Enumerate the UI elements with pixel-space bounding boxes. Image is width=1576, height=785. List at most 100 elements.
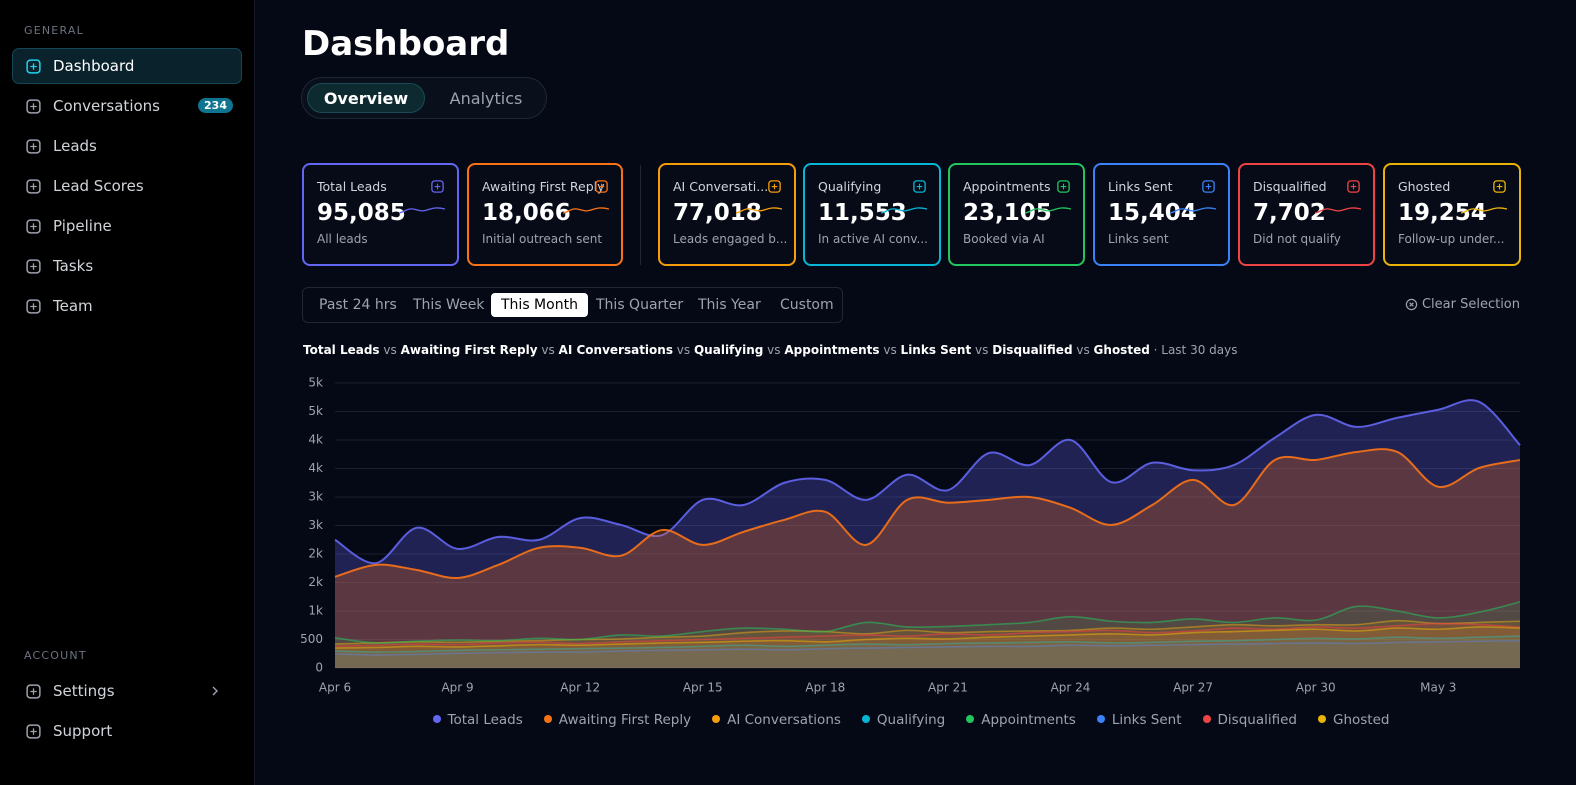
sparkline-path xyxy=(1315,207,1361,214)
nav-item[interactable]: Tasks xyxy=(12,248,242,284)
line xyxy=(334,626,1521,649)
separator: vs xyxy=(383,343,397,357)
icon-shape xyxy=(768,180,781,193)
section-title: ACCOUNT xyxy=(24,649,87,662)
legend-label: Awaiting First Reply xyxy=(558,712,692,728)
icon-shape xyxy=(26,218,41,234)
legend-item[interactable]: Qualifying xyxy=(861,712,945,728)
filter-button[interactable]: This Month xyxy=(491,293,588,317)
nav-item[interactable]: Lead Scores xyxy=(12,168,242,204)
sparkline xyxy=(1315,207,1361,214)
kpi-card[interactable]: Appointments 23,105 Booked via AI xyxy=(948,163,1085,266)
divider xyxy=(640,165,641,265)
legend-item[interactable]: Appointments xyxy=(966,712,1076,728)
icon-shape xyxy=(30,102,37,110)
legend-dot xyxy=(1318,715,1326,723)
y-tick-label: 5k xyxy=(308,376,323,390)
nav-item[interactable]: Leads xyxy=(12,128,242,164)
chevron xyxy=(212,686,218,696)
icon-shape xyxy=(1202,180,1215,193)
sparkline-path xyxy=(736,207,782,214)
icon xyxy=(26,98,41,114)
legend-item[interactable]: Awaiting First Reply xyxy=(543,712,692,728)
kpi-card[interactable]: Total Leads 95,085 All leads xyxy=(302,163,459,266)
kpi-card[interactable]: Disqualified 7,702 Did not qualify xyxy=(1238,163,1375,266)
filter-button[interactable]: This Quarter xyxy=(596,297,684,313)
line xyxy=(334,448,1521,579)
nav-item[interactable]: Settings xyxy=(12,673,242,709)
area xyxy=(335,626,1520,668)
y-tick-label: 2k xyxy=(308,575,323,589)
icon-shape xyxy=(30,302,37,310)
icon xyxy=(26,178,41,194)
line xyxy=(334,601,1521,644)
icon-shape xyxy=(26,138,41,154)
kpi-card[interactable]: Qualifying 11,553 In active AI conv... xyxy=(803,163,941,266)
legend-item[interactable]: Disqualified xyxy=(1202,712,1297,728)
area xyxy=(335,640,1520,668)
chevron-shape xyxy=(212,686,218,696)
kpi-card[interactable]: Ghosted 19,254 Follow-up under... xyxy=(1383,163,1521,266)
legend-item[interactable]: Links Sent xyxy=(1096,712,1182,728)
icon xyxy=(1202,180,1215,193)
card-value: 95,085 xyxy=(317,200,406,226)
sparkline-path xyxy=(563,207,609,214)
nav-item[interactable]: Conversations 234 xyxy=(12,88,242,124)
card-title: Awaiting First Reply xyxy=(482,179,605,194)
nav-item[interactable]: Team xyxy=(12,288,242,324)
filter-button[interactable]: This Year xyxy=(698,297,761,313)
legend-dot xyxy=(543,715,552,723)
kpi-card[interactable]: Links Sent 15,404 Links sent xyxy=(1093,163,1230,266)
nav-label: Conversations xyxy=(53,97,160,115)
line xyxy=(334,399,1521,565)
nav-item[interactable]: Support xyxy=(12,713,242,749)
legend-dot xyxy=(1096,715,1105,723)
legend-item[interactable]: Ghosted xyxy=(1318,712,1389,728)
legend-item[interactable]: Total Leads xyxy=(432,712,523,728)
sparkline xyxy=(881,207,927,214)
filter-button[interactable]: This Week xyxy=(413,297,485,313)
sparkline-path xyxy=(1461,207,1507,214)
legend-item[interactable]: AI Conversations xyxy=(712,712,841,728)
chart-subtitle: Total Leads vs Awaiting First Reply vs A… xyxy=(303,343,1237,357)
sparkline-path xyxy=(1170,207,1216,214)
kpi-card[interactable]: Awaiting First Reply 18,066 Initial outrea… xyxy=(467,163,623,266)
filter-button[interactable]: Past 24 hrs xyxy=(319,297,397,313)
series-name: Appointments xyxy=(784,343,880,357)
clear-label: Clear Selection xyxy=(1421,297,1520,312)
card-value: 7,702 xyxy=(1253,200,1326,226)
tab[interactable]: Analytics xyxy=(449,88,523,108)
icon-shape xyxy=(1496,183,1503,190)
sparkline xyxy=(1025,207,1071,214)
kpi-card[interactable]: AI Conversati... 77,018 Leads engaged b... xyxy=(658,163,796,266)
nav-item[interactable]: Dashboard xyxy=(12,48,242,84)
line xyxy=(334,635,1521,653)
clear-selection[interactable]: Clear Selection xyxy=(1405,297,1520,312)
badge: 234 xyxy=(198,98,233,113)
y-tick-label: 500 xyxy=(300,632,323,646)
sparkline xyxy=(1461,207,1507,214)
legend-label: Links Sent xyxy=(1111,712,1182,728)
tab-bar: Overview Analytics xyxy=(301,77,547,119)
sparkline-path xyxy=(1025,207,1071,214)
icon-shape xyxy=(916,183,923,190)
y-tick-label: 4k xyxy=(308,461,323,475)
icon-shape xyxy=(1057,180,1070,193)
separator: vs xyxy=(975,343,989,357)
icon xyxy=(26,723,41,739)
nav-item[interactable]: Pipeline xyxy=(12,208,242,244)
series-name: Links Sent xyxy=(900,343,972,357)
card-title: Total Leads xyxy=(317,179,387,194)
icon xyxy=(26,258,41,274)
icon-shape xyxy=(30,262,37,270)
tab[interactable]: Overview xyxy=(307,83,425,113)
icon-shape xyxy=(26,258,41,274)
card-value: 11,553 xyxy=(818,200,907,226)
sparkline xyxy=(563,207,609,214)
filter-button[interactable]: Custom xyxy=(780,297,834,313)
x-tick-label: Apr 9 xyxy=(441,681,473,695)
icon xyxy=(1057,180,1070,193)
legend-label: Ghosted xyxy=(1333,712,1390,728)
chart: 5k 5k 4k 4k 3k 3k 2k 2k 1k 500 0 Apr 6 Apr 9 Apr 12 Ap… xyxy=(300,376,1521,695)
